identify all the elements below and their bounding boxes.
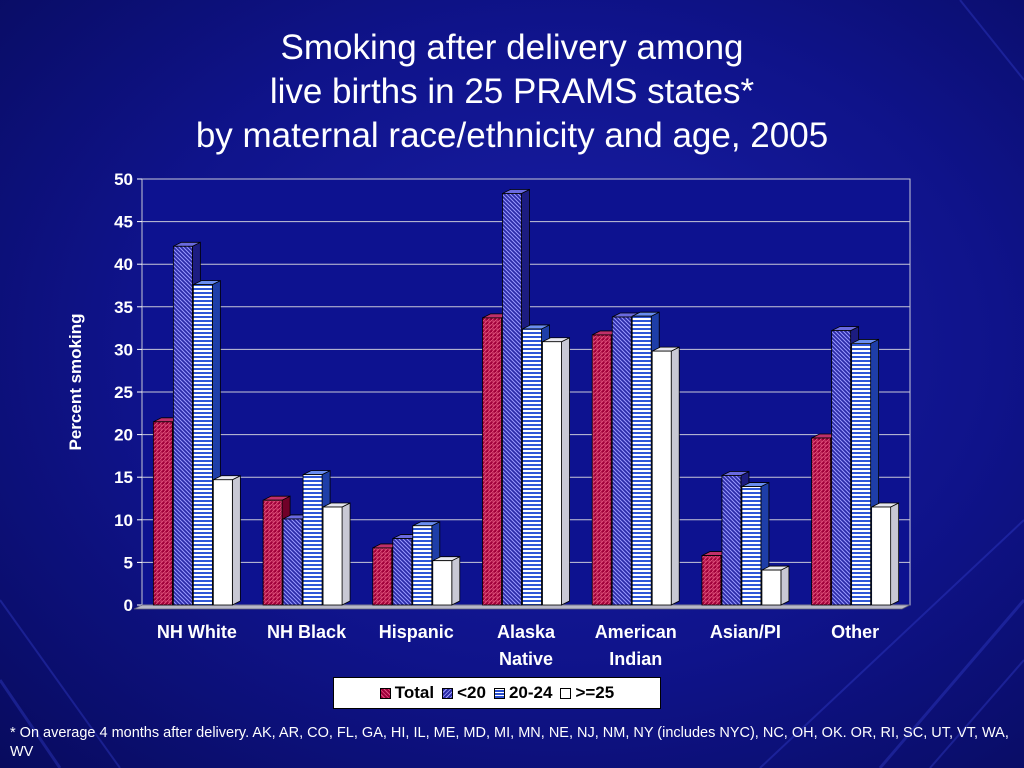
bar-american-indian-25 — [651, 346, 680, 606]
legend-label-25-plus: >=25 — [575, 683, 615, 702]
x-tick-label: NH White — [157, 622, 237, 642]
bar-front — [502, 193, 522, 606]
y-tick-label: 10 — [114, 511, 133, 530]
bar-front — [741, 486, 762, 606]
y-tick-label: 50 — [114, 170, 133, 189]
bar-nh-white-25 — [212, 475, 241, 606]
legend-item-under-20: <20 — [442, 683, 486, 703]
x-tick-label: Other — [831, 622, 879, 642]
legend-label-under-20: <20 — [457, 683, 486, 702]
x-tick-label: Native — [499, 649, 553, 669]
chart-legend: Total <20 20-24 >=25 — [333, 677, 661, 709]
y-axis-label: Percent smoking — [66, 314, 85, 451]
bar-asian-pi-25 — [761, 565, 790, 606]
bar-front — [721, 475, 742, 606]
bar-hispanic-25 — [432, 556, 461, 606]
chart-title: Smoking after delivery among live births… — [0, 26, 1024, 158]
y-tick-label: 30 — [114, 340, 133, 359]
bar-side — [341, 502, 351, 606]
bar-alaska-native-25 — [542, 337, 570, 606]
y-tick-label: 45 — [114, 213, 133, 232]
legend-swatch-total — [379, 687, 391, 699]
bar-front — [172, 245, 193, 606]
y-tick-label: 40 — [114, 255, 133, 274]
bar-side — [890, 502, 900, 606]
x-tick-label: Hispanic — [379, 622, 454, 642]
y-tick-label: 20 — [114, 426, 133, 445]
chart-floor — [133, 604, 911, 610]
bar-front — [651, 350, 672, 606]
bar-front — [611, 316, 632, 606]
bar-front — [871, 506, 892, 606]
footnote: * On average 4 months after delivery. AK… — [10, 725, 1009, 760]
bar-front — [542, 341, 562, 606]
bar-side — [780, 565, 790, 606]
bar-side — [561, 337, 570, 606]
bar-front — [152, 421, 173, 606]
y-tick-label: 25 — [114, 383, 133, 402]
bar-front — [831, 330, 852, 606]
x-tick-label: NH Black — [267, 622, 347, 642]
x-tick-label: Asian/PI — [710, 622, 781, 642]
legend-item-25-plus: >=25 — [560, 683, 614, 703]
bar-front — [322, 506, 343, 606]
y-tick-label: 5 — [124, 553, 133, 572]
y-tick-label: 35 — [114, 298, 133, 317]
chart-title-line-3: by maternal race/ethnicity and age, 2005 — [195, 116, 829, 155]
bar-front — [212, 479, 233, 606]
bar-nh-black-25 — [322, 502, 351, 606]
bar-front — [482, 317, 502, 606]
bar-front — [811, 437, 832, 606]
bar-other-25 — [871, 502, 900, 606]
bar-side — [451, 556, 461, 606]
x-tick-label: Indian — [609, 649, 662, 669]
bar-front — [432, 560, 453, 606]
bar-front — [761, 569, 782, 606]
bar-front — [262, 499, 283, 606]
bar-front — [372, 547, 393, 606]
legend-label-20-24: 20-24 — [508, 683, 553, 702]
bar-front — [392, 538, 413, 606]
bar-front — [631, 315, 652, 606]
x-tick-label: American — [595, 622, 677, 642]
bar-front — [412, 525, 433, 606]
legend-item-20-24: 20-24 — [493, 683, 553, 703]
chart-title-line-1: Smoking after delivery among — [280, 28, 744, 67]
y-tick-label: 15 — [114, 468, 133, 487]
legend-item-total: Total — [379, 683, 435, 703]
chart-title-line-2: live births in 25 PRAMS states* — [269, 72, 755, 111]
legend-label-total: Total — [394, 683, 435, 702]
legend-swatch-20-24 — [493, 687, 505, 699]
bar-front — [591, 334, 612, 606]
bar-front — [701, 555, 722, 606]
x-tick-label: Alaska — [497, 622, 556, 642]
bar-side — [231, 475, 241, 606]
y-tick-label: 0 — [124, 596, 133, 615]
bar-front — [851, 343, 872, 606]
legend-swatch-25-plus — [560, 687, 572, 699]
legend-swatch-under-20 — [442, 687, 454, 699]
bar-front — [302, 474, 323, 606]
bar-front — [282, 518, 303, 606]
bar-front — [522, 328, 542, 606]
bar-side — [670, 346, 680, 606]
bar-front — [192, 284, 213, 606]
